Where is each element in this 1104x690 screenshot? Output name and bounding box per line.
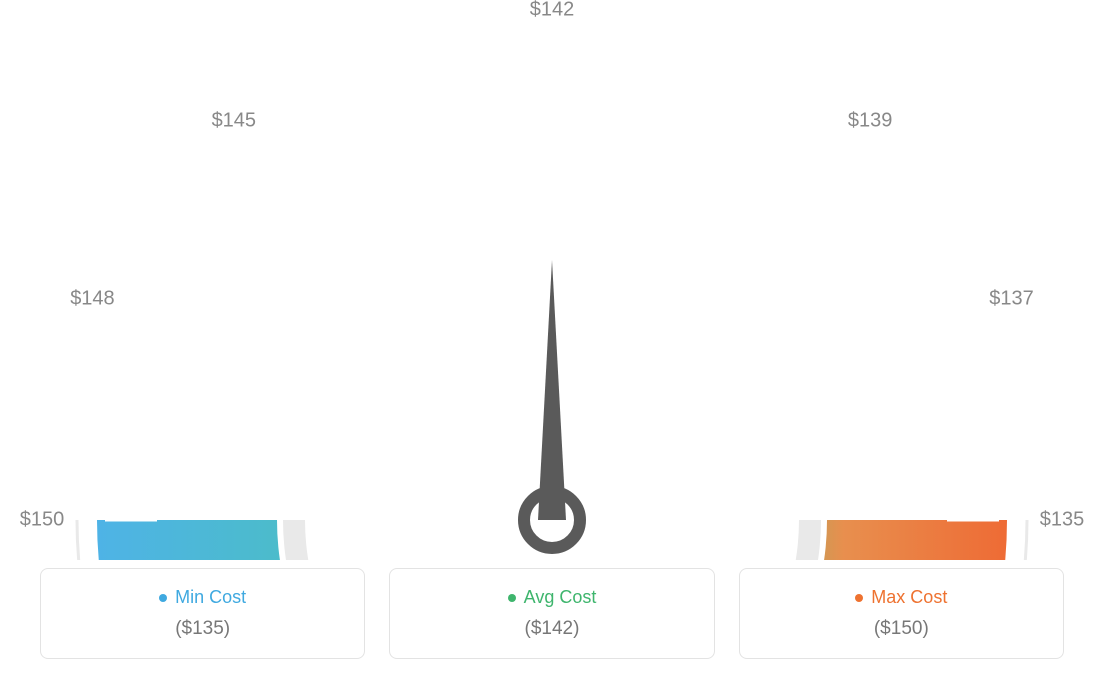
gauge-tick-label: $142 — [530, 0, 575, 22]
gauge-tick-label: $145 — [212, 110, 257, 133]
gauge-tick-label: $150 — [20, 509, 65, 532]
legend-card-max: Max Cost ($150) — [739, 568, 1064, 659]
legend-avg-label: Avg Cost — [508, 587, 597, 608]
gauge-tick-label: $137 — [989, 287, 1034, 310]
gauge-tick-label: $148 — [70, 287, 115, 310]
legend-max-value: ($150) — [750, 618, 1053, 640]
gauge-tick-label: $139 — [848, 110, 893, 133]
legend-row: Min Cost ($135) Avg Cost ($142) Max Cost… — [0, 568, 1104, 659]
legend-max-label: Max Cost — [855, 587, 947, 608]
cost-gauge-chart: $135 $137 $139 $142 $145 $148 $150 — [0, 0, 1104, 560]
legend-min-value: ($135) — [51, 618, 354, 640]
gauge-tick-label: $135 — [1040, 509, 1085, 532]
legend-min-label: Min Cost — [159, 587, 246, 608]
gauge-svg — [0, 0, 1104, 560]
legend-card-min: Min Cost ($135) — [40, 568, 365, 659]
legend-avg-value: ($142) — [400, 618, 703, 640]
legend-card-avg: Avg Cost ($142) — [389, 568, 714, 659]
